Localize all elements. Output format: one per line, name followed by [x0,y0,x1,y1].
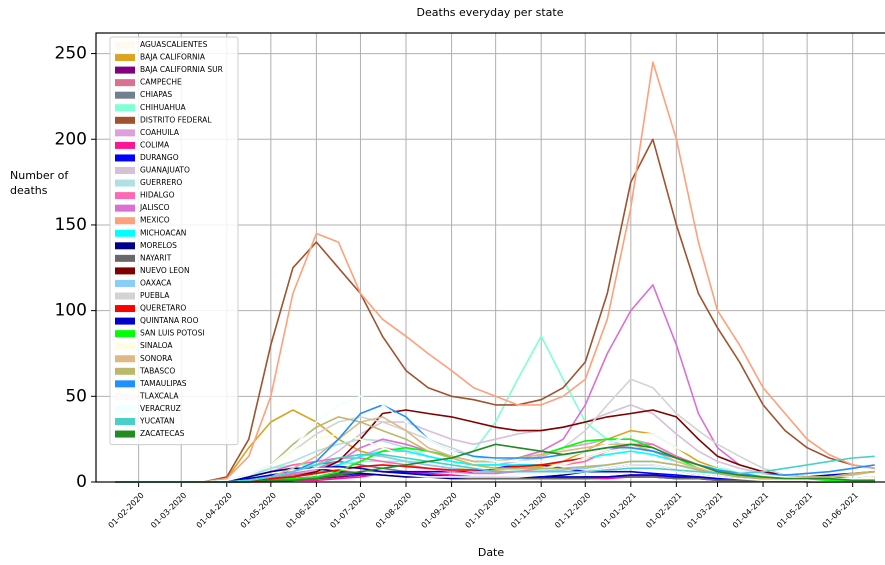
legend-swatch [115,116,135,124]
legend-label: OAXACA [140,278,172,287]
x-tick-label: 01-09-2020 [420,491,459,530]
legend-label: MORELOS [140,241,177,250]
y-tick-label: 100 [55,301,87,321]
legend-label: JALISCO [139,203,170,212]
legend-label: CAMPECHE [140,78,182,87]
legend-label: QUERETARO [140,304,186,313]
x-tick-label: 01-06-2020 [284,491,323,530]
legend-label: CHIAPAS [140,90,172,99]
x-tick-label: 01-12-2020 [553,491,592,530]
legend-label: YUCATAN [139,417,175,426]
legend-swatch [115,355,135,363]
x-tick-label: 01-04-2020 [195,491,234,530]
x-axis-label: Date [478,546,505,559]
legend-swatch [115,242,135,250]
legend-label: BAJA CALIFORNIA SUR [140,65,223,74]
legend-label: PUEBLA [140,291,170,300]
legend-swatch [115,204,135,212]
legend-swatch [115,279,135,287]
legend-swatch [115,54,135,62]
legend-swatch [115,267,135,275]
x-tick-label: 01-05-2020 [239,491,278,530]
legend-swatch [115,79,135,87]
legend-swatch [115,305,135,313]
series-line [115,138,875,483]
x-tick-label: 01-03-2021 [685,491,724,530]
legend-label: GUERRERO [140,178,182,187]
x-tick-label: 01-11-2020 [509,491,548,530]
legend-label: TAMAULIPAS [139,379,187,388]
legend-swatch [115,129,135,137]
x-tick-label: 01-01-2021 [599,491,638,530]
legend-swatch [115,367,135,375]
x-tick-label: 01-10-2020 [464,491,503,530]
legend-label: VERACRUZ [140,404,181,413]
series-line [115,453,875,483]
legend-swatch [115,154,135,162]
legend-label: DURANGO [140,153,179,162]
legend-label: HIDALGO [140,191,175,200]
legend-swatch [115,317,135,325]
legend-swatch [115,104,135,112]
y-tick-label: 50 [65,386,87,406]
legend-swatch [115,167,135,174]
legend-label: NAYARIT [140,253,172,262]
legend-label: ZACATECAS [140,429,185,438]
x-tick-label: 01-02-2020 [107,491,146,530]
legend-label: BAJA CALIFORNIA [140,53,206,62]
legend-label: COAHUILA [140,128,180,137]
legend-label: TLAXCALA [139,391,179,400]
x-tick-label: 01-03-2020 [149,491,188,530]
y-tick-label: 150 [55,215,87,235]
legend-swatch [115,229,135,237]
legend-label: DISTRITO FEDERAL [140,115,212,124]
y-tick-label: 250 [55,44,87,64]
legend-label: CHIHUAHUA [140,103,186,112]
legend-swatch [115,41,135,49]
x-tick-label: 01-02-2021 [644,491,683,530]
legend-swatch [115,192,135,200]
legend-swatch [115,380,135,388]
legend-swatch [115,418,135,425]
legend-swatch [115,141,135,149]
legend-label: TABASCO [139,366,175,375]
x-tick-label: 01-08-2020 [374,491,413,530]
legend-label: QUINTANA ROO [140,316,199,325]
legend-label: MICHOACAN [140,228,186,237]
x-tick-label: 01-06-2021 [821,491,860,530]
legend-swatch [115,292,135,300]
legend-swatch [115,342,135,350]
legend-box [109,36,239,446]
chart-title: Deaths everyday per state [417,6,564,19]
y-tick-label: 200 [55,129,87,149]
legend-label: COLIMA [140,140,170,149]
plot-frame [95,32,885,483]
legend-swatch [115,217,135,225]
legend-label: MEXICO [140,216,170,225]
legend-label: SAN LUIS POTOSI [140,329,205,338]
legend-swatch [115,66,135,74]
legend-swatch [115,430,135,438]
series-line [115,61,875,483]
y-axis-label: Number of deaths [10,169,69,197]
legend-label: SINALOA [140,341,173,350]
legend-label: NUEVO LEON [140,266,190,275]
x-tick-label: 01-07-2020 [328,491,367,530]
legend-swatch [115,392,135,400]
legend-swatch [115,179,135,187]
legend-swatch [115,254,135,262]
legend-label: AGUASCALIENTES [140,40,208,49]
x-tick-label: 01-05-2021 [775,491,814,530]
legend-swatch [115,91,135,99]
legend-swatch [115,405,135,413]
legend-label: SONORA [140,354,173,363]
x-tick-label: 01-04-2021 [731,491,770,530]
legend-swatch [115,330,135,338]
y-tick-label: 0 [76,472,87,492]
legend-label: GUANAJUATO [140,166,190,175]
